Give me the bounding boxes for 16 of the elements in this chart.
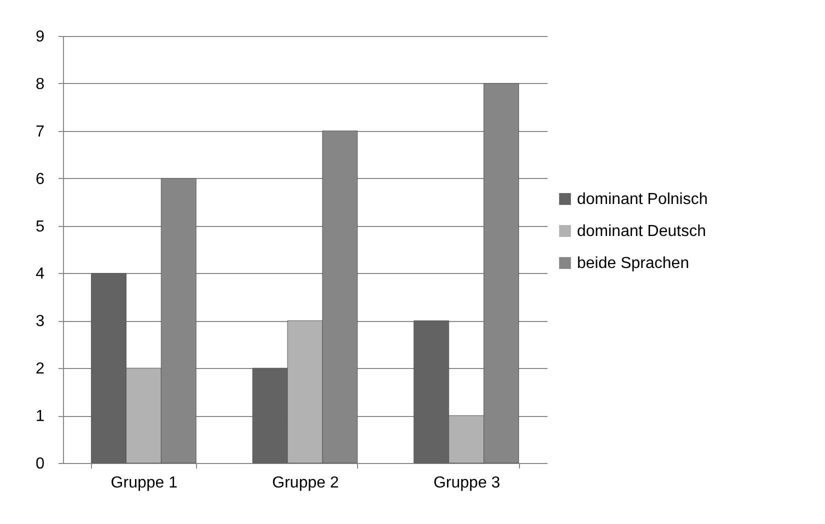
- y-tick-label: 0: [36, 456, 45, 472]
- y-tick-label: 4: [36, 266, 45, 283]
- y-tick-label: 2: [36, 360, 45, 378]
- x-tick-label: Gruppe 1: [110, 474, 178, 492]
- legend-label: dominant Polnisch: [577, 191, 708, 208]
- y-tick-label: 5: [36, 218, 45, 236]
- y-tick-label: 9: [36, 28, 45, 46]
- y-tick-label: 3: [36, 313, 45, 330]
- x-tick-label: Gruppe 2: [272, 474, 339, 492]
- y-tick-label: 1: [36, 408, 45, 426]
- legend-label: dominant Deutsch: [577, 223, 706, 240]
- y-tick-label: 6: [36, 170, 45, 188]
- legend-label: beide Sprachen: [577, 255, 690, 272]
- y-tick-label: 8: [36, 76, 45, 93]
- x-tick-label: Gruppe 3: [433, 474, 500, 492]
- y-tick-label: 7: [36, 123, 45, 140]
